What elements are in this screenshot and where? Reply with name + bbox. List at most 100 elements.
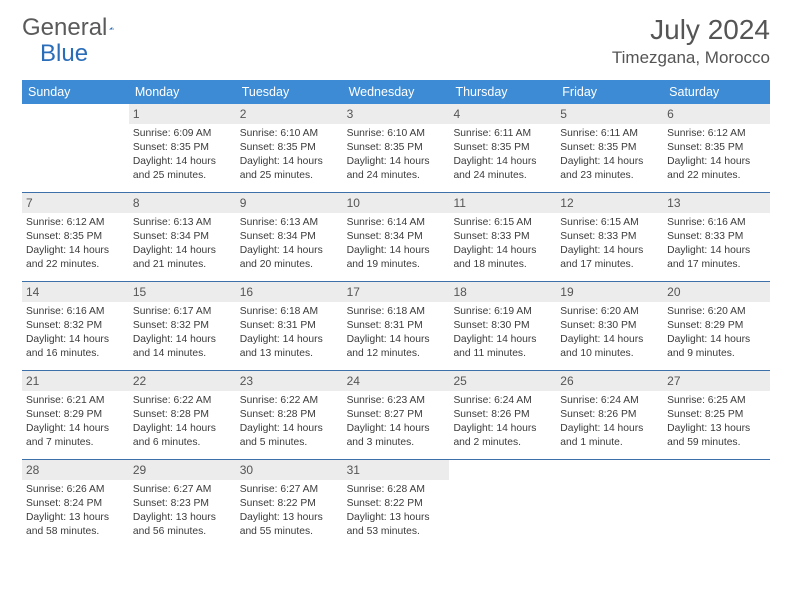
day-number: 1: [129, 104, 236, 124]
day-cell-28: 28 Sunrise: 6:26 AMSunset: 8:24 PMDayligh…: [22, 460, 129, 548]
day-number: 31: [343, 460, 450, 480]
daylight-text: Daylight: 14 hours and 3 minutes.: [347, 422, 446, 450]
day-cell-21: 21Sunrise: 6:21 AMSunset: 8:29 PMDayligh…: [22, 371, 129, 459]
sunrise-text: Sunrise: 6:14 AM: [347, 216, 446, 230]
sunset-text: Sunset: 8:35 PM: [453, 141, 552, 155]
day-cell-27: 27Sunrise: 6:25 AMSunset: 8:25 PMDayligh…: [663, 371, 770, 459]
day-cell-16: 16Sunrise: 6:18 AMSunset: 8:31 PMDayligh…: [236, 282, 343, 370]
day-number: [449, 460, 556, 480]
daylight-text: Daylight: 14 hours and 7 minutes.: [26, 422, 125, 450]
sunrise-text: Sunrise: 6:24 AM: [560, 394, 659, 408]
sunrise-text: Sunrise: 6:28 AM: [347, 483, 446, 497]
day-number: 22: [129, 371, 236, 391]
day-number: 4: [449, 104, 556, 124]
daylight-text: Daylight: 14 hours and 17 minutes.: [560, 244, 659, 272]
day-cell-3: 3Sunrise: 6:10 AMSunset: 8:35 PMDaylight…: [343, 104, 450, 192]
daylight-text: Daylight: 14 hours and 13 minutes.: [240, 333, 339, 361]
sunset-text: Sunset: 8:24 PM: [26, 497, 125, 511]
day-number: 26: [556, 371, 663, 391]
daylight-text: Daylight: 13 hours and 58 minutes.: [26, 511, 125, 539]
sunset-text: Sunset: 8:28 PM: [240, 408, 339, 422]
weekday-tuesday: Tuesday: [236, 80, 343, 104]
sunrise-text: Sunrise: 6:22 AM: [133, 394, 232, 408]
logo: General: [22, 14, 137, 42]
day-number: 12: [556, 193, 663, 213]
sunset-text: Sunset: 8:31 PM: [347, 319, 446, 333]
sunrise-text: Sunrise: 6:21 AM: [26, 394, 125, 408]
sunset-text: Sunset: 8:34 PM: [133, 230, 232, 244]
sunset-text: Sunset: 8:29 PM: [26, 408, 125, 422]
sunrise-text: Sunrise: 6:12 AM: [667, 127, 766, 141]
sunset-text: Sunset: 8:30 PM: [453, 319, 552, 333]
day-number: [663, 460, 770, 480]
daylight-text: Daylight: 14 hours and 9 minutes.: [667, 333, 766, 361]
sunrise-text: Sunrise: 6:13 AM: [240, 216, 339, 230]
weekday-monday: Monday: [129, 80, 236, 104]
day-cell-12: 12Sunrise: 6:15 AMSunset: 8:33 PMDayligh…: [556, 193, 663, 281]
daylight-text: Daylight: 14 hours and 12 minutes.: [347, 333, 446, 361]
sunrise-text: Sunrise: 6:20 AM: [667, 305, 766, 319]
sunset-text: Sunset: 8:28 PM: [133, 408, 232, 422]
sunrise-text: Sunrise: 6:24 AM: [453, 394, 552, 408]
sunrise-text: Sunrise: 6:27 AM: [133, 483, 232, 497]
sunrise-text: Sunrise: 6:26 AM: [26, 483, 125, 497]
logo-text-1: General: [22, 14, 107, 42]
day-number: 20: [663, 282, 770, 302]
sunrise-text: Sunrise: 6:12 AM: [26, 216, 125, 230]
daylight-text: Daylight: 14 hours and 22 minutes.: [26, 244, 125, 272]
location: Timezgana, Morocco: [612, 48, 770, 68]
day-number: 23: [236, 371, 343, 391]
daylight-text: Daylight: 14 hours and 16 minutes.: [26, 333, 125, 361]
triangle-icon: [109, 18, 114, 38]
daylight-text: Daylight: 13 hours and 53 minutes.: [347, 511, 446, 539]
day-cell-24: 24Sunrise: 6:23 AMSunset: 8:27 PMDayligh…: [343, 371, 450, 459]
weeks-container: 1Sunrise: 6:09 AMSunset: 8:35 PMDaylight…: [22, 104, 770, 548]
day-cell-empty: [449, 460, 556, 548]
day-cell-11: 11Sunrise: 6:15 AMSunset: 8:33 PMDayligh…: [449, 193, 556, 281]
sunset-text: Sunset: 8:33 PM: [453, 230, 552, 244]
sunset-text: Sunset: 8:35 PM: [26, 230, 125, 244]
sunrise-text: Sunrise: 6:22 AM: [240, 394, 339, 408]
day-cell-31: 31Sunrise: 6:28 AMSunset: 8:22 PMDayligh…: [343, 460, 450, 548]
sunrise-text: Sunrise: 6:10 AM: [347, 127, 446, 141]
day-number: 30: [236, 460, 343, 480]
daylight-text: Daylight: 14 hours and 22 minutes.: [667, 155, 766, 183]
day-cell-8: 8Sunrise: 6:13 AMSunset: 8:34 PMDaylight…: [129, 193, 236, 281]
day-cell-23: 23Sunrise: 6:22 AMSunset: 8:28 PMDayligh…: [236, 371, 343, 459]
weekday-friday: Friday: [556, 80, 663, 104]
day-cell-18: 18 Sunrise: 6:19 AMSunset: 8:30 PMDayligh…: [449, 282, 556, 370]
day-number: 24: [343, 371, 450, 391]
sunrise-text: Sunrise: 6:27 AM: [240, 483, 339, 497]
week-row: 7Sunrise: 6:12 AMSunset: 8:35 PMDaylight…: [22, 193, 770, 282]
sunrise-text: Sunrise: 6:25 AM: [667, 394, 766, 408]
sunset-text: Sunset: 8:31 PM: [240, 319, 339, 333]
daylight-text: Daylight: 14 hours and 24 minutes.: [453, 155, 552, 183]
day-number: 18: [449, 282, 556, 302]
day-cell-20: 20Sunrise: 6:20 AMSunset: 8:29 PMDayligh…: [663, 282, 770, 370]
day-cell-5: 5Sunrise: 6:11 AMSunset: 8:35 PMDaylight…: [556, 104, 663, 192]
month-title: July 2024: [612, 14, 770, 46]
daylight-text: Daylight: 14 hours and 19 minutes.: [347, 244, 446, 272]
sunrise-text: Sunrise: 6:11 AM: [453, 127, 552, 141]
daylight-text: Daylight: 14 hours and 2 minutes.: [453, 422, 552, 450]
daylight-text: Daylight: 14 hours and 11 minutes.: [453, 333, 552, 361]
sunset-text: Sunset: 8:34 PM: [347, 230, 446, 244]
sunset-text: Sunset: 8:30 PM: [560, 319, 659, 333]
daylight-text: Daylight: 14 hours and 14 minutes.: [133, 333, 232, 361]
sunset-text: Sunset: 8:35 PM: [347, 141, 446, 155]
day-number: 5: [556, 104, 663, 124]
sunset-text: Sunset: 8:32 PM: [133, 319, 232, 333]
day-number: 10: [343, 193, 450, 213]
sunset-text: Sunset: 8:35 PM: [133, 141, 232, 155]
sunrise-text: Sunrise: 6:17 AM: [133, 305, 232, 319]
day-number: 28: [22, 460, 129, 480]
day-cell-9: 9Sunrise: 6:13 AMSunset: 8:34 PMDaylight…: [236, 193, 343, 281]
sunset-text: Sunset: 8:33 PM: [667, 230, 766, 244]
day-cell-empty: [556, 460, 663, 548]
sunset-text: Sunset: 8:27 PM: [347, 408, 446, 422]
day-cell-30: 30Sunrise: 6:27 AMSunset: 8:22 PMDayligh…: [236, 460, 343, 548]
logo-text-2: Blue: [40, 40, 88, 68]
sunrise-text: Sunrise: 6:16 AM: [26, 305, 125, 319]
week-row: 14Sunrise: 6:16 AMSunset: 8:32 PMDayligh…: [22, 282, 770, 371]
sunrise-text: Sunrise: 6:19 AM: [453, 305, 552, 319]
